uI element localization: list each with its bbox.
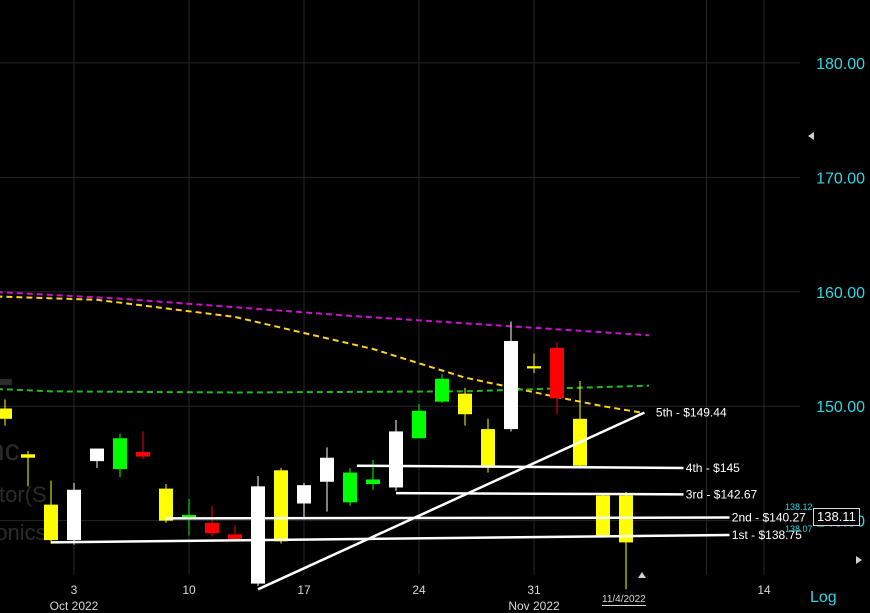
candlestick xyxy=(412,403,426,439)
candle-body xyxy=(343,472,357,503)
candlestick xyxy=(619,492,633,590)
candlestick xyxy=(458,387,472,426)
candle-body xyxy=(458,393,472,415)
candle-body xyxy=(435,378,449,402)
candle-body xyxy=(44,504,58,541)
price-tick-label: 160.00 xyxy=(816,285,865,302)
date-tick-label: 3 xyxy=(71,583,78,597)
candle-body xyxy=(205,522,219,534)
candle-body xyxy=(136,451,150,457)
date-tick-label: 10 xyxy=(182,583,196,597)
moving-average-line xyxy=(0,295,645,415)
axis-scroll-left-icon[interactable] xyxy=(808,132,814,140)
candle-body xyxy=(251,486,265,584)
candle-body xyxy=(481,429,495,467)
price-tick-label: 170.00 xyxy=(816,170,865,187)
trend-line-label: 3rd - $142.67 xyxy=(686,487,758,501)
trend-line[interactable] xyxy=(257,411,645,591)
candle-body xyxy=(366,479,380,485)
candlestick xyxy=(550,342,564,415)
candle-body xyxy=(0,408,12,419)
candlestick xyxy=(21,450,35,487)
date-tick-label: 14 xyxy=(757,583,771,597)
candle-body xyxy=(320,457,334,482)
candlestick xyxy=(320,447,334,512)
candlestick xyxy=(274,468,288,544)
candle-body xyxy=(527,366,541,369)
trend-line-label: 4th - $145 xyxy=(686,461,740,475)
moving-averages xyxy=(0,291,650,415)
candle-body xyxy=(90,448,104,462)
month-label: Oct 2022 xyxy=(50,599,99,613)
candle-body xyxy=(297,485,311,504)
trend-lines[interactable]: 5th - $149.44 4th - $145 3rd - $142.67 2nd … xyxy=(50,406,806,591)
candlestick xyxy=(389,419,403,491)
candlestick xyxy=(596,494,610,538)
trend-line-label: 2nd - $140.27 xyxy=(732,511,806,525)
last-price-badge: 138.11 xyxy=(813,508,860,526)
candlestick xyxy=(297,482,311,518)
candlestick xyxy=(44,480,58,544)
candlestick xyxy=(573,381,587,467)
grid-lines xyxy=(0,0,800,575)
month-label: Nov 2022 xyxy=(508,599,560,613)
candlestick xyxy=(504,321,518,432)
watermark-line1: nc xyxy=(0,434,20,467)
candle-body xyxy=(596,495,610,537)
candlestick xyxy=(67,482,81,545)
candlestick xyxy=(366,460,380,490)
candle-body xyxy=(412,410,426,439)
price-tick-label: 180.00 xyxy=(816,56,865,73)
candlestick xyxy=(90,448,104,469)
candle-body xyxy=(274,470,288,542)
axis-scroll-right-icon[interactable] xyxy=(856,556,862,564)
candle-body xyxy=(67,489,81,541)
price-marker-low: 138.07 xyxy=(785,524,813,534)
trend-line[interactable] xyxy=(356,464,684,470)
candlestick xyxy=(343,468,357,506)
trend-line-label: 5th - $149.44 xyxy=(656,406,727,420)
date-tick-label: 31 xyxy=(527,583,541,597)
watermark-line3: ronics xyxy=(0,520,47,545)
candlestick xyxy=(435,374,449,403)
candle-body xyxy=(389,431,403,488)
candlestick xyxy=(228,525,242,541)
trend-line-label: 1st - $138.75 xyxy=(732,528,802,542)
price-tick-label: 150.00 xyxy=(816,399,865,416)
trend-line[interactable] xyxy=(395,491,684,496)
candlestick xyxy=(527,353,541,374)
date-axis: 3 10 17 24 31 14 Oct 2022 Nov 2022 xyxy=(50,583,771,613)
candlestick xyxy=(159,484,173,523)
candlestick xyxy=(113,433,127,478)
candlestick xyxy=(0,399,12,426)
date-tick-label: 24 xyxy=(412,583,426,597)
cursor-date-arrow-icon xyxy=(638,572,646,578)
trend-line[interactable] xyxy=(50,533,730,544)
candle-body xyxy=(159,488,173,521)
price-marker-high: 138.12 xyxy=(785,502,813,512)
candlestick xyxy=(251,476,265,586)
candlestick xyxy=(481,418,495,473)
candlesticks xyxy=(0,321,633,590)
watermark-ticker: L xyxy=(0,313,15,402)
candlestick xyxy=(136,431,150,459)
moving-average-line xyxy=(0,291,650,337)
log-scale-button[interactable]: Log xyxy=(810,589,837,606)
candle-body xyxy=(550,347,564,399)
candle-body xyxy=(504,340,518,430)
candlestick xyxy=(205,505,219,537)
candle-body xyxy=(21,454,35,458)
candle-body xyxy=(113,438,127,470)
candle-body xyxy=(228,534,242,539)
cursor-date-label: 11/4/2022 xyxy=(602,594,646,606)
trend-line[interactable] xyxy=(165,516,730,520)
date-tick-label: 17 xyxy=(297,583,311,597)
